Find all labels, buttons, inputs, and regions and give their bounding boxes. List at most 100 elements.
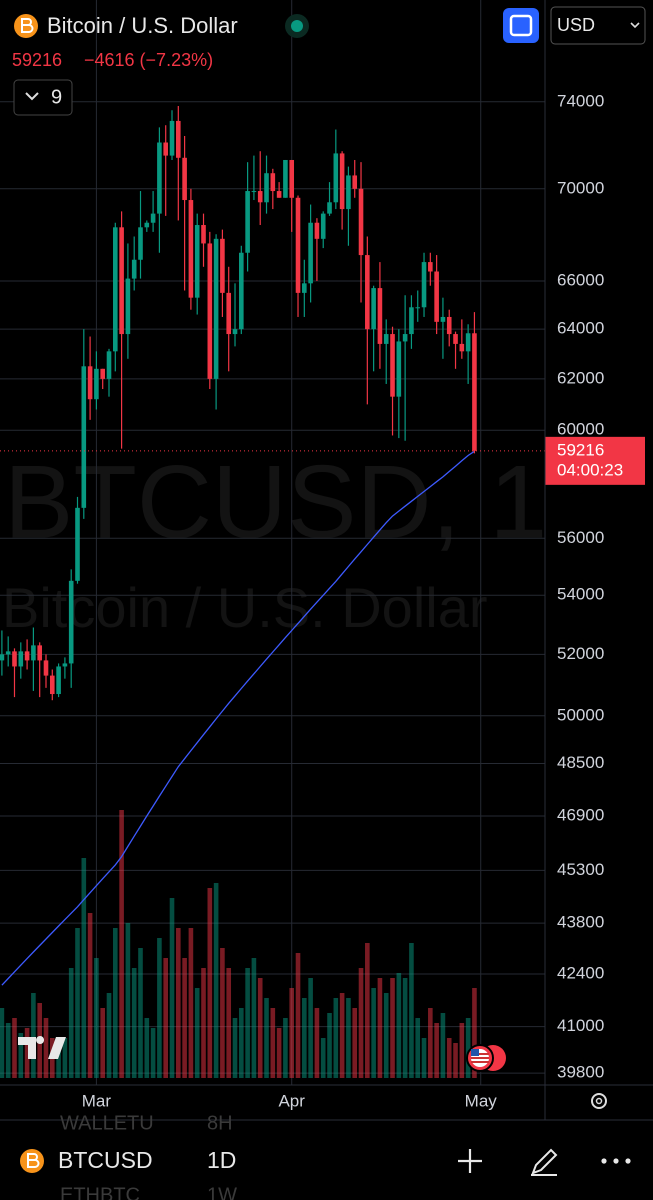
- volume-bar: [346, 998, 351, 1078]
- candle-body: [119, 227, 124, 335]
- candle-body: [276, 191, 282, 198]
- candle-body: [327, 202, 332, 214]
- candle-body: [465, 333, 471, 352]
- volume-bar: [131, 968, 137, 1078]
- y-tick-label: 39800: [557, 1063, 604, 1082]
- volume-bar: [75, 928, 80, 1078]
- volume-bar: [100, 1008, 105, 1078]
- candle-body: [434, 271, 439, 322]
- currency-dropdown[interactable]: [550, 6, 646, 45]
- volume-bar: [472, 988, 477, 1078]
- candle-body: [0, 654, 5, 661]
- candle-body: [440, 316, 446, 322]
- candle-body: [289, 159, 295, 198]
- symbol-button[interactable]: BTCUSD: [58, 1147, 153, 1173]
- volume-bar: [0, 1008, 5, 1078]
- volume-bar: [333, 998, 339, 1078]
- candle-body: [157, 142, 162, 214]
- volume-bar: [169, 898, 175, 1078]
- market-status[interactable]: [291, 20, 303, 32]
- candle-body: [339, 153, 345, 210]
- candle-body: [49, 675, 55, 695]
- candle-body: [415, 307, 421, 309]
- volume-bar: [295, 953, 301, 1078]
- fullscreen-button[interactable]: [503, 8, 539, 43]
- last-price-label: 59216: [557, 440, 604, 459]
- settings-button[interactable]: [591, 1093, 607, 1109]
- y-tick-label: 42400: [557, 964, 604, 983]
- volume-bar: [283, 1018, 288, 1078]
- currency: USD: [557, 15, 595, 35]
- candle-body: [125, 278, 131, 335]
- volume-bar: [68, 968, 74, 1078]
- volume-bar: [18, 1033, 24, 1078]
- volume-bar: [352, 1008, 358, 1078]
- volume-bar: [138, 948, 143, 1078]
- candle-body: [314, 222, 320, 239]
- add-button[interactable]: [458, 1149, 482, 1173]
- watermark-title: Bitcoin / U.S. Dollar: [2, 576, 488, 639]
- volume-bar: [5, 1023, 11, 1078]
- candle-body: [81, 366, 87, 508]
- y-tick-label: 46900: [557, 806, 604, 825]
- interval-button[interactable]: 1D: [207, 1147, 236, 1173]
- hidden-symbol: WALLETU: [60, 1112, 154, 1134]
- volume-bar: [150, 1028, 156, 1078]
- candle-body: [390, 334, 395, 397]
- flag-canton: [471, 1049, 479, 1056]
- candle-body: [402, 334, 408, 342]
- volume-bar: [440, 1013, 446, 1078]
- volume-bar: [409, 943, 414, 1078]
- more-button[interactable]: [601, 1158, 631, 1164]
- last-price-tag: [545, 436, 645, 485]
- candle-body: [245, 191, 250, 253]
- volume-bar: [157, 938, 162, 1078]
- volume-bar: [390, 978, 395, 1078]
- x-tick-label: Apr: [278, 1091, 305, 1110]
- volume-bar: [87, 913, 93, 1078]
- candle-body: [264, 173, 269, 203]
- volume-bar: [365, 943, 370, 1078]
- candle-body: [446, 316, 452, 335]
- candle-body: [163, 142, 169, 156]
- watermark-symbol: BTCUSD, 1D: [4, 444, 622, 560]
- volume-bar: [396, 973, 402, 1078]
- x-tick-label: May: [465, 1091, 498, 1110]
- y-tick-label: 60000: [557, 420, 604, 439]
- price-axis: 74000 70000 66000 64000 62000 60000 56000 54000…: [545, 91, 645, 1082]
- volume-bar: [276, 1028, 282, 1078]
- volume-bar: [327, 1013, 332, 1078]
- candle-body: [220, 238, 225, 293]
- countdown: 04:00:23: [557, 460, 623, 479]
- candle-body: [62, 663, 68, 667]
- volume-bar: [446, 1038, 452, 1078]
- bitcoin-glyph: [21, 18, 34, 33]
- y-tick-label: 50000: [557, 705, 604, 724]
- volume-bar: [465, 1018, 471, 1078]
- volume-bar: [62, 1038, 68, 1078]
- bitcoin-glyph: [27, 1153, 40, 1168]
- candle-body: [182, 157, 187, 201]
- candle-body: [138, 227, 143, 260]
- volume-bar: [226, 968, 232, 1078]
- price-change: −4616 (−7.23%): [84, 50, 213, 70]
- candle-body: [352, 175, 358, 189]
- y-tick-label: 70000: [557, 178, 604, 197]
- candle-body: [257, 191, 263, 203]
- volume-bar: [428, 1008, 433, 1078]
- candle-body: [308, 222, 313, 284]
- volume-bar: [302, 998, 307, 1078]
- y-tick-label: 41000: [557, 1016, 604, 1035]
- volume-bar: [402, 978, 408, 1078]
- indicator-toggle[interactable]: [13, 79, 73, 116]
- candle-body: [169, 120, 175, 156]
- candle-body: [106, 351, 112, 379]
- draw-button[interactable]: [531, 1148, 558, 1176]
- candle-body: [201, 225, 206, 244]
- volume-bar: [289, 988, 295, 1078]
- candle-body: [302, 283, 307, 293]
- tradingview-logo[interactable]: [18, 1036, 66, 1059]
- volume-bar: [251, 958, 257, 1078]
- volume-bar: [257, 978, 263, 1078]
